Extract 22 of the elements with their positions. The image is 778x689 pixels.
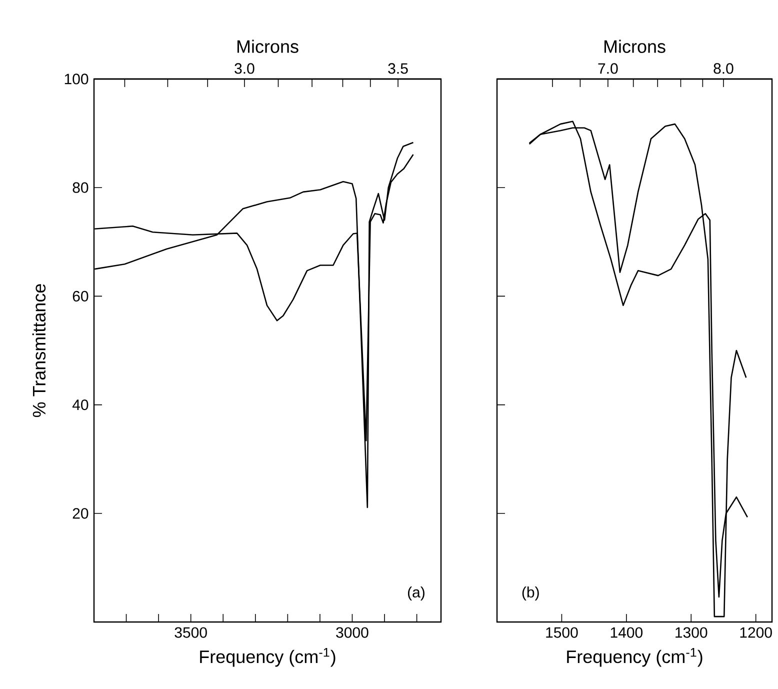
y-tick-label: 40 (72, 399, 88, 410)
annotation: (a) (408, 586, 424, 601)
x2-tick-label: 3.5 (388, 63, 408, 74)
x-axis-title: Frequency (cm$^{-1}$) (200, 648, 336, 667)
y-tick-label: 100 (64, 74, 88, 84)
x-tick-label: 3000 (336, 627, 368, 638)
y-tick-label: 80 (72, 182, 88, 193)
x2-tick-label: 7.0 (598, 63, 618, 74)
annotation: (b) (522, 586, 539, 601)
y-tick-label: 20 (72, 508, 88, 519)
y-axis-title: % Transmittance (32, 284, 46, 418)
x-axis-title: Frequency (cm$^{-1}$) (567, 648, 702, 667)
x-tick-label: 1200 (740, 627, 772, 638)
x-tick-label: 1300 (676, 627, 708, 638)
x-tick-label: 3500 (174, 627, 207, 638)
x-tick-label: 1500 (546, 627, 578, 638)
x2-axis-title: Microns (237, 40, 298, 53)
x2-tick-label: 8.0 (714, 63, 734, 74)
x-tick-label: 1400 (610, 627, 642, 638)
y-tick-label: 60 (72, 290, 88, 302)
x2-axis-title: Microns (604, 40, 666, 53)
x2-tick-label: 3.0 (234, 63, 254, 74)
